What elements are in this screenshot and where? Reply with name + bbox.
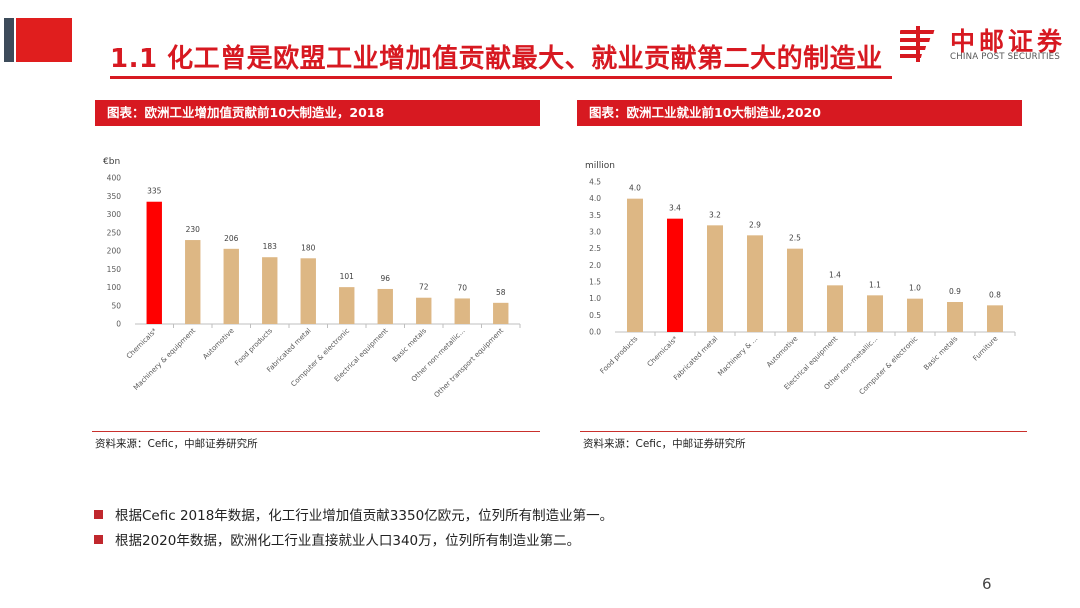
chart-title-value-added: 图表：欧洲工业增加值贡献前10大制造业，2018 (95, 100, 540, 126)
bar (454, 298, 470, 324)
bar-value-label: 2.9 (749, 220, 761, 229)
bullet-square-icon (94, 510, 103, 519)
bar-value-label: 180 (301, 243, 316, 252)
y-tick-label: 4.0 (589, 194, 601, 203)
bar-value-label: 1.0 (909, 284, 921, 293)
header-decoration-gray-block (4, 18, 14, 62)
title-underline (110, 76, 892, 79)
bullet-point: 根据Cefic 2018年数据，化工行业增加值贡献3350亿欧元，位列所有制造业… (94, 504, 613, 524)
header-decoration-red-block (16, 18, 72, 62)
bar-value-label: 101 (340, 272, 355, 281)
value-added-bar-chart: €bn 0 50 100 150 200 250 300 350 400 335 Chemicals*… (103, 157, 521, 400)
y-tick-label: 1.5 (589, 278, 601, 287)
x-category-label: Machinery & equipment (132, 327, 197, 392)
source-divider (92, 431, 540, 432)
y-tick-label: 200 (107, 247, 122, 256)
bar (262, 257, 278, 324)
chart-source-note: 资料来源：Cefic，中邮证券研究所 (95, 438, 258, 450)
x-category-label: Other transport equipment (433, 327, 506, 400)
bullet-text: 根据Cefic 2018年数据，化工行业增加值贡献3350亿欧元，位列所有制造业… (115, 508, 614, 524)
page-number: 6 (982, 575, 992, 593)
bar (947, 302, 963, 332)
bar-value-label: 70 (457, 283, 467, 292)
bar (416, 297, 432, 324)
bar (146, 201, 162, 324)
chart-title-employment: 图表：欧洲工业就业前10大制造业,2020 (577, 100, 1022, 126)
x-category-label: Automotive (201, 327, 235, 361)
bar (627, 198, 643, 332)
china-post-logo-icon (900, 26, 935, 62)
y-tick-label: 50 (111, 301, 121, 310)
bullet-point: 根据2020年数据，欧洲化工行业直接就业人口340万，位列所有制造业第二。 (94, 529, 580, 549)
y-tick-label: 1.0 (589, 294, 601, 303)
bar-value-label: 58 (496, 288, 506, 297)
bar-value-label: 4.0 (629, 184, 641, 193)
x-category-label: Basic metals (922, 335, 959, 372)
bar (339, 287, 355, 324)
y-tick-label: 2.0 (589, 261, 601, 270)
bar-value-label: 230 (186, 225, 201, 234)
x-category-label: Automotive (765, 335, 799, 369)
y-tick-label: 3.0 (589, 228, 601, 237)
bar-value-label: 183 (263, 242, 278, 251)
y-tick-label: 3.5 (589, 211, 601, 220)
x-category-label: Chemicals* (646, 334, 680, 368)
page-title: 1.1 化工曾是欧盟工业增加值贡献最大、就业贡献第二大的制造业 (110, 44, 883, 74)
y-tick-label: 0 (116, 320, 121, 329)
bar (987, 305, 1003, 332)
y-tick-label: 100 (107, 283, 122, 292)
bar-value-label: 0.8 (989, 290, 1001, 299)
y-axis-unit-label: million (585, 161, 615, 171)
y-axis-unit-label: €bn (103, 157, 120, 167)
bar-value-label: 0.9 (949, 287, 961, 296)
y-tick-label: 400 (107, 174, 122, 183)
bar-value-label: 1.1 (869, 280, 881, 289)
bar (867, 295, 883, 332)
bar-value-label: 72 (419, 283, 429, 292)
bar-value-label: 206 (224, 234, 239, 243)
y-tick-label: 4.5 (589, 178, 601, 187)
bar-value-label: 96 (380, 274, 390, 283)
x-category-label: Chemicals* (125, 326, 159, 360)
x-category-label: Food products (233, 327, 274, 368)
company-logo: 中邮证券 CHINA POST SECURITIES (900, 22, 1072, 66)
y-tick-label: 2.5 (589, 244, 601, 253)
bar (185, 240, 201, 324)
bullet-text: 根据2020年数据，欧洲化工行业直接就业人口340万，位列所有制造业第二。 (115, 533, 581, 549)
bar-value-label: 3.2 (709, 210, 721, 219)
bar (747, 235, 763, 332)
bar (493, 302, 509, 324)
bar (707, 225, 723, 332)
bar (667, 218, 683, 332)
y-tick-label: 300 (107, 210, 122, 219)
y-tick-label: 250 (107, 228, 122, 237)
bar-value-label: 1.4 (829, 270, 841, 279)
y-tick-label: 0.0 (589, 328, 601, 337)
x-category-label: Furniture (972, 335, 1000, 363)
bar-value-label: 3.4 (669, 204, 681, 213)
source-divider (580, 431, 1027, 432)
bar (223, 248, 239, 324)
bar (300, 258, 316, 324)
x-category-label: Food products (599, 335, 640, 376)
chart-source-note: 资料来源：Cefic，中邮证券研究所 (583, 438, 746, 450)
bar (907, 298, 923, 332)
bullet-square-icon (94, 535, 103, 544)
bar-value-label: 335 (147, 187, 162, 196)
bar (787, 248, 803, 332)
logo-name-en: CHINA POST SECURITIES (950, 52, 1060, 62)
bar (827, 285, 843, 332)
x-category-label: Fabricated metal (672, 335, 719, 382)
bar (377, 288, 393, 324)
logo-name-cn: 中邮证券 (950, 27, 1067, 56)
x-category-label: Basic metals (391, 327, 428, 364)
y-tick-label: 350 (107, 192, 122, 201)
bar-value-label: 2.5 (789, 234, 801, 243)
employment-bar-chart: million 0.0 0.5 1.0 1.5 2.0 2.5 3.0 3.5 4.0 4.5 4.0… (585, 161, 1016, 396)
y-tick-label: 150 (107, 265, 122, 274)
y-tick-label: 0.5 (589, 311, 601, 320)
x-category-label: Machinery & ... (716, 335, 759, 378)
